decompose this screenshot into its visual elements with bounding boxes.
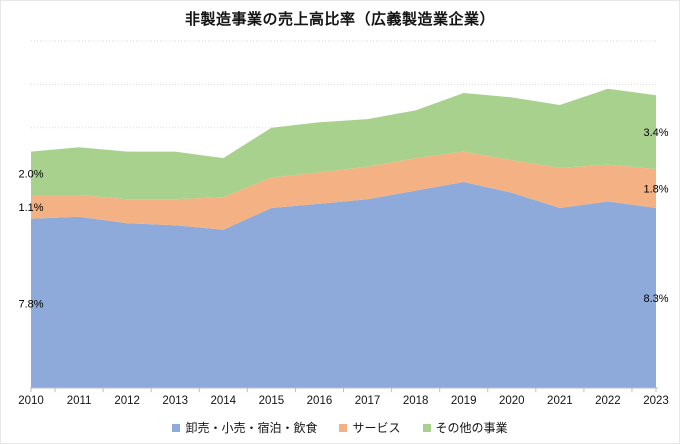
area-series-0 bbox=[31, 182, 656, 388]
area-series-2 bbox=[31, 88, 656, 200]
legend-item-series-1: サービス bbox=[339, 419, 401, 436]
x-axis-label: 2014 bbox=[211, 395, 237, 407]
x-axis-label: 2013 bbox=[162, 395, 188, 407]
x-axis-label: 2019 bbox=[451, 395, 477, 407]
x-axis-label: 2022 bbox=[595, 395, 621, 407]
x-axis-label: 2015 bbox=[259, 395, 285, 407]
legend-label: その他の事業 bbox=[435, 421, 508, 435]
legend-marker-icon bbox=[172, 423, 181, 432]
x-axis-label: 2021 bbox=[547, 395, 573, 407]
area-series-1 bbox=[31, 151, 656, 230]
legend-item-series-2: その他の事業 bbox=[422, 419, 508, 436]
legend-label: 卸売・小売・宿泊・飲食 bbox=[185, 421, 318, 435]
x-axis-label: 2020 bbox=[499, 395, 525, 407]
x-axis-label: 2018 bbox=[403, 395, 429, 407]
legend-label: サービス bbox=[352, 421, 401, 435]
legend: 卸売・小売・宿泊・飲食 サービス その他の事業 bbox=[1, 419, 679, 436]
x-axis-label: 2023 bbox=[643, 395, 669, 407]
data-label-last-series-0: 8.3% bbox=[643, 293, 668, 305]
legend-item-series-0: 卸売・小売・宿泊・飲食 bbox=[172, 419, 317, 436]
data-label-first-series-2: 2.0% bbox=[18, 168, 43, 180]
data-label-last-series-1: 1.8% bbox=[643, 183, 668, 195]
chart-title: 非製造事業の売上高比率（広義製造業企業） bbox=[184, 11, 495, 28]
x-axis-label: 2011 bbox=[67, 395, 92, 407]
data-label-first-series-1: 1.1% bbox=[18, 202, 43, 214]
x-axis-label: 2012 bbox=[114, 395, 140, 407]
x-axis-label: 2016 bbox=[307, 395, 333, 407]
data-label-first-series-0: 7.8% bbox=[18, 298, 43, 310]
legend-marker-icon bbox=[422, 423, 431, 432]
legend-marker-icon bbox=[339, 423, 348, 432]
x-axis-label: 2010 bbox=[18, 395, 44, 407]
x-axis-label: 2017 bbox=[355, 395, 381, 407]
data-label-last-series-2: 3.4% bbox=[643, 127, 668, 139]
